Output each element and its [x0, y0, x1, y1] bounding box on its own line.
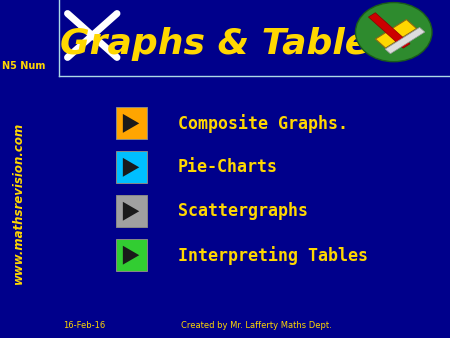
Text: Interpreting Tables: Interpreting Tables: [178, 246, 368, 265]
Text: Scattergraphs: Scattergraphs: [178, 202, 308, 220]
Bar: [116, 151, 147, 183]
Bar: [116, 107, 147, 139]
Polygon shape: [385, 27, 425, 54]
Polygon shape: [123, 114, 139, 133]
Text: N5 Num: N5 Num: [2, 61, 45, 71]
Text: Composite Graphs.: Composite Graphs.: [178, 114, 348, 133]
Ellipse shape: [356, 3, 432, 62]
Polygon shape: [123, 246, 139, 265]
Text: www.mathsrevision.com: www.mathsrevision.com: [13, 122, 25, 284]
Text: Created by Mr. Lafferty Maths Dept.: Created by Mr. Lafferty Maths Dept.: [181, 320, 332, 330]
Bar: [116, 195, 147, 227]
Text: Graphs & Tables: Graphs & Tables: [59, 27, 391, 61]
Polygon shape: [369, 13, 410, 48]
Polygon shape: [123, 158, 139, 177]
Text: 16-Feb-16: 16-Feb-16: [63, 320, 105, 330]
Polygon shape: [123, 202, 139, 221]
Polygon shape: [375, 20, 417, 48]
Text: Pie-Charts: Pie-Charts: [178, 158, 278, 176]
Bar: [116, 239, 147, 271]
